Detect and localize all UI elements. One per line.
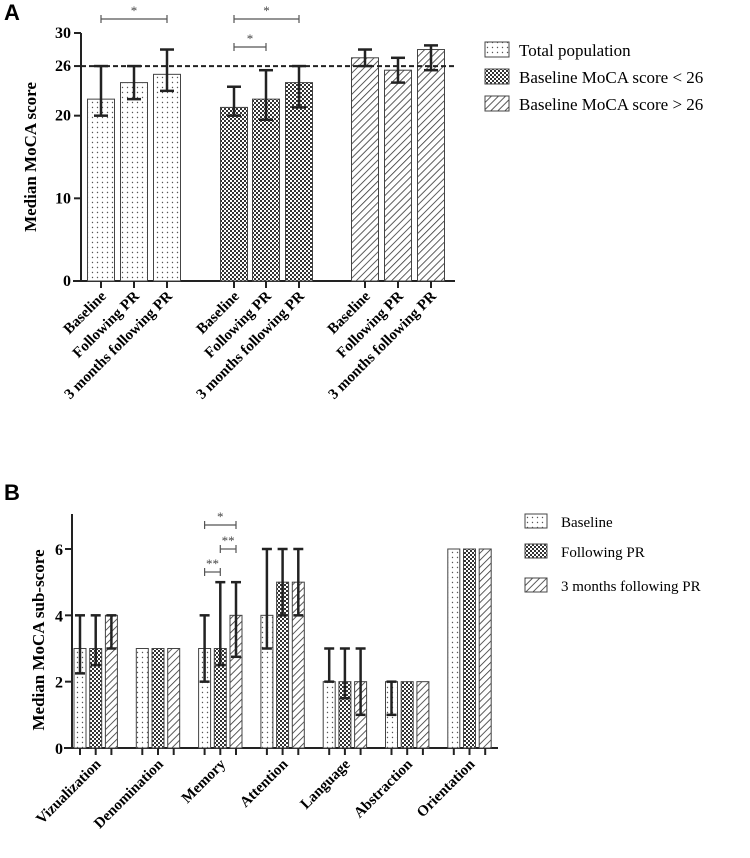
legend-swatch (484, 95, 510, 112)
significance-label: ** (206, 556, 219, 571)
bar (478, 548, 492, 749)
legend-label: Total population (519, 41, 631, 60)
legend-swatch (524, 513, 548, 529)
bar (120, 82, 148, 282)
bar (153, 73, 181, 282)
panel-b-label: B (4, 480, 20, 505)
y-tick-label: 26 (55, 58, 71, 75)
x-tick-label: Language (298, 756, 354, 812)
y-axis-title: Median MoCA sub-score (29, 549, 48, 730)
bar (463, 548, 476, 749)
legend-swatch (524, 543, 548, 559)
significance-label: * (263, 3, 270, 18)
y-tick-label: 0 (63, 273, 71, 290)
legend-label: Baseline MoCA score > 26 (519, 95, 703, 114)
panel-a-label: A (4, 0, 20, 25)
x-tick-label: Attention (237, 756, 292, 811)
y-axis-title: Median MoCA score (21, 82, 40, 232)
legend-swatch (484, 41, 510, 58)
bar (384, 69, 412, 282)
legend-swatch (484, 68, 510, 85)
significance-label: * (217, 509, 224, 524)
legend-swatch (524, 577, 548, 593)
bar (447, 548, 461, 749)
y-tick-label: 6 (55, 542, 63, 559)
y-tick-label: 20 (55, 108, 71, 125)
x-tick-label: Orientation (414, 756, 479, 821)
bar (322, 681, 336, 749)
legend-label: Following PR (561, 545, 645, 561)
legend-label: Baseline MoCA score < 26 (519, 68, 703, 87)
bar (400, 681, 414, 749)
bar (252, 98, 280, 282)
bar (220, 106, 248, 282)
y-tick-label: 0 (55, 741, 63, 758)
significance-label: * (131, 3, 138, 18)
bar (285, 82, 313, 282)
x-tick-label: Abstraction (351, 756, 416, 821)
significance-label: ** (222, 533, 235, 548)
bar (351, 57, 379, 282)
legend-label: 3 months following PR (561, 579, 701, 595)
x-tick-label: Memory (179, 756, 230, 807)
significance-label: * (247, 31, 254, 46)
y-tick-label: 30 (55, 25, 71, 42)
bar (135, 648, 149, 749)
bar (416, 681, 430, 749)
legend-label: Baseline (561, 515, 613, 531)
y-tick-label: 4 (55, 608, 63, 625)
bar (87, 98, 115, 282)
y-tick-label: 2 (55, 675, 63, 692)
bar (417, 49, 445, 282)
bar (151, 648, 165, 749)
y-tick-label: 10 (55, 190, 71, 207)
bar (167, 648, 181, 749)
